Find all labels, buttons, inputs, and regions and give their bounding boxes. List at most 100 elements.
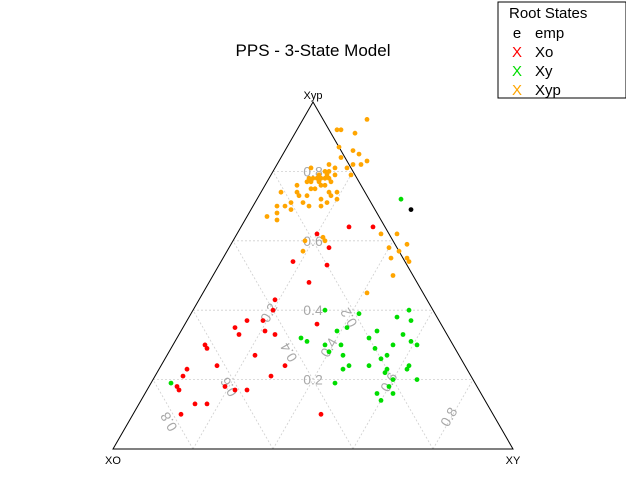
point-xy-23 bbox=[378, 356, 384, 362]
point-xy-37 bbox=[382, 370, 388, 376]
point-xy-13 bbox=[372, 346, 378, 351]
point-xyp-68 bbox=[300, 200, 306, 206]
point-xo-7 bbox=[272, 297, 278, 303]
point-xyp-54 bbox=[404, 241, 410, 247]
point-xo-2 bbox=[314, 231, 320, 237]
point-xy-16 bbox=[414, 377, 420, 382]
point-xyp-20 bbox=[308, 179, 314, 185]
point-xy-6 bbox=[338, 342, 344, 348]
point-xo-14 bbox=[262, 328, 268, 334]
point-xy-25 bbox=[398, 196, 404, 202]
point-xyp-55 bbox=[396, 248, 402, 254]
point-xyp-24 bbox=[332, 172, 338, 178]
grid-line-left-3 bbox=[152, 379, 194, 450]
point-xo-22 bbox=[184, 366, 190, 372]
point-xyp-4 bbox=[306, 175, 312, 181]
point-xy-15 bbox=[404, 366, 410, 372]
point-xo-9 bbox=[232, 325, 238, 330]
point-xyp-14 bbox=[332, 165, 338, 171]
point-xyp-67 bbox=[278, 189, 284, 195]
legend: Root States e emp X Xo X Xy X Xyp bbox=[497, 1, 626, 99]
tick-label-right-2: 0.6 bbox=[377, 369, 401, 394]
legend-label-xyp: Xyp bbox=[535, 82, 561, 99]
tick-label-right-3: 0.8 bbox=[437, 404, 461, 429]
point-xyp-58 bbox=[300, 248, 306, 254]
point-xo-13 bbox=[204, 346, 210, 351]
point-xo-31 bbox=[270, 307, 276, 313]
point-xy-31 bbox=[346, 363, 352, 369]
point-xo-24 bbox=[232, 387, 238, 393]
vertex-label-left: XO bbox=[105, 455, 121, 467]
data-points bbox=[168, 117, 420, 417]
point-xyp-38 bbox=[274, 217, 280, 223]
point-xo-16 bbox=[214, 363, 220, 369]
legend-title: Root States bbox=[509, 5, 587, 22]
point-xo-0 bbox=[346, 224, 352, 230]
point-xyp-50 bbox=[306, 203, 312, 209]
point-xo-20 bbox=[222, 384, 228, 389]
point-xo-11 bbox=[236, 332, 242, 337]
point-xyp-60 bbox=[390, 273, 396, 278]
point-xo-18 bbox=[282, 363, 288, 369]
point-xy-29 bbox=[340, 352, 346, 358]
tick-label-left-1: 0.4 bbox=[277, 340, 301, 365]
point-xo-8 bbox=[244, 318, 250, 323]
point-xyp-3 bbox=[338, 155, 344, 160]
tick-label-left-2: 0.6 bbox=[217, 374, 241, 399]
point-xyp-19 bbox=[314, 175, 320, 181]
point-xy-9 bbox=[414, 342, 420, 348]
point-xy-12 bbox=[384, 352, 390, 358]
point-xyp-1 bbox=[326, 162, 332, 167]
legend-box bbox=[497, 1, 626, 99]
point-xyp-15 bbox=[328, 179, 334, 185]
point-xyp-57 bbox=[388, 255, 394, 261]
legend-label-emp: emp bbox=[535, 25, 564, 42]
point-xy-20 bbox=[390, 391, 396, 396]
legend-label-xy: Xy bbox=[535, 63, 553, 80]
point-xy-1 bbox=[356, 311, 362, 317]
point-xo-23 bbox=[244, 387, 250, 393]
point-xy-10 bbox=[408, 339, 414, 344]
point-xyp-29 bbox=[324, 200, 330, 206]
point-xyp-5 bbox=[294, 189, 300, 195]
point-xy-34 bbox=[378, 398, 384, 403]
legend-symbol-emp: e bbox=[513, 25, 521, 42]
point-xy-28 bbox=[366, 363, 372, 369]
point-xy-32 bbox=[400, 332, 406, 337]
point-xyp-63 bbox=[406, 259, 412, 264]
vertex-label-top: Xyp bbox=[304, 90, 323, 102]
vertex-label-right: XY bbox=[506, 455, 521, 467]
point-xyp-46 bbox=[364, 158, 370, 164]
point-xyp-48 bbox=[350, 148, 356, 154]
point-xy-11 bbox=[390, 342, 396, 348]
point-xyp-65 bbox=[312, 186, 318, 192]
point-xyp-23 bbox=[322, 182, 328, 188]
point-emp-0 bbox=[408, 207, 414, 213]
point-xyp-11 bbox=[318, 182, 324, 188]
point-xyp-31 bbox=[334, 196, 340, 202]
point-xo-1 bbox=[370, 224, 376, 230]
legend-label-xo: Xo bbox=[535, 44, 553, 61]
point-xy-33 bbox=[406, 363, 412, 369]
tick-label-right-1: 0.4 bbox=[317, 335, 341, 360]
point-xo-26 bbox=[176, 387, 182, 393]
point-xyp-26 bbox=[328, 193, 334, 199]
grid-line-right-1 bbox=[272, 240, 394, 450]
tick-label-top-2: 0.6 bbox=[303, 233, 323, 249]
ternary-triangle bbox=[112, 100, 514, 450]
point-xo-3 bbox=[326, 245, 332, 251]
point-xyp-32 bbox=[304, 193, 310, 199]
point-xyp-0 bbox=[336, 144, 342, 150]
point-xyp-62 bbox=[302, 238, 308, 244]
point-xy-2 bbox=[344, 325, 350, 330]
point-xyp-66 bbox=[288, 207, 294, 213]
point-xy-0 bbox=[322, 307, 328, 313]
point-xy-14 bbox=[384, 366, 390, 372]
point-xo-30 bbox=[318, 411, 324, 417]
tick-label-left-3: 0.8 bbox=[157, 409, 181, 434]
legend-entries: e emp X Xo X Xy X Xyp bbox=[512, 25, 564, 99]
point-xo-6 bbox=[306, 280, 312, 285]
point-xy-24 bbox=[366, 335, 372, 341]
point-xy-7 bbox=[394, 314, 400, 320]
tick-label-top-0: 0.2 bbox=[303, 372, 323, 388]
